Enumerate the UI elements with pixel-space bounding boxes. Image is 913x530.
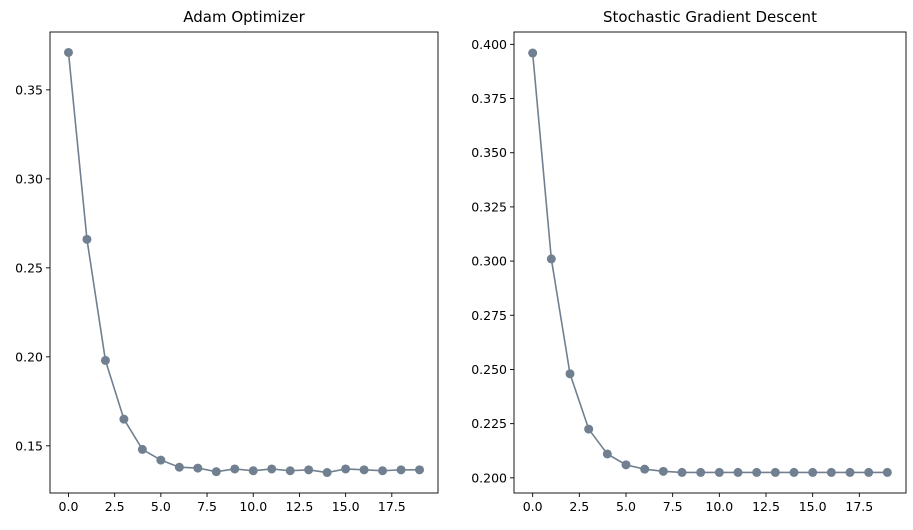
data-point: [267, 464, 277, 474]
y-axis-ticks: 0.15 0.20 0.25 0.30 0.35: [15, 82, 50, 453]
x-tick-label: 5.0: [151, 499, 171, 514]
x-tick-label: 15.0: [332, 499, 360, 514]
series-line: [67, 52, 420, 474]
data-point: [752, 467, 762, 477]
data-point: [322, 468, 332, 478]
chart-title: Stochastic Gradient Descent: [603, 8, 817, 26]
data-point: [677, 467, 687, 477]
data-point: [359, 465, 369, 475]
x-tick-label: 2.5: [569, 499, 589, 514]
y-tick-label: 0.225: [471, 416, 507, 431]
data-point: [789, 467, 799, 477]
data-point: [621, 460, 631, 470]
data-point: [174, 462, 184, 472]
data-point: [658, 466, 668, 476]
data-point: [546, 254, 556, 264]
data-point: [584, 424, 594, 434]
x-tick-label: 12.5: [286, 499, 314, 514]
x-tick-label: 2.5: [105, 499, 125, 514]
data-point: [211, 467, 221, 477]
x-tick-label: 7.5: [663, 499, 683, 514]
y-tick-label: 0.200: [471, 470, 507, 485]
y-tick-label: 0.275: [471, 308, 507, 323]
data-point: [602, 449, 612, 459]
data-point: [565, 369, 575, 379]
data-point: [864, 467, 874, 477]
y-tick-label: 0.15: [15, 438, 43, 453]
x-tick-label: 17.5: [845, 499, 873, 514]
x-tick-label: 15.0: [799, 499, 827, 514]
x-axis-ticks: 0.0 2.5 5.0 7.5 10.0 12.5 15.0 17.5: [59, 493, 406, 514]
panel-adam: Adam Optimizer 0.15 0.20 0.25 0.30 0.35 0.0 2…: [15, 8, 439, 514]
data-point: [378, 466, 388, 476]
data-point: [396, 465, 406, 475]
data-point: [304, 465, 314, 475]
series-line: [531, 52, 888, 474]
data-point: [528, 48, 538, 58]
y-tick-label: 0.400: [471, 37, 507, 52]
data-point: [341, 464, 351, 474]
axes-frame: [49, 31, 439, 494]
data-point: [63, 47, 73, 57]
chart-title: Adam Optimizer: [183, 8, 305, 26]
data-point: [248, 466, 258, 476]
data-point: [137, 444, 147, 454]
data-point: [230, 464, 240, 474]
y-tick-label: 0.20: [15, 349, 43, 364]
data-point: [696, 467, 706, 477]
x-tick-label: 5.0: [616, 499, 636, 514]
data-point: [845, 467, 855, 477]
y-tick-label: 0.325: [471, 199, 507, 214]
y-tick-label: 0.300: [471, 254, 507, 269]
data-point: [285, 466, 295, 476]
y-tick-label: 0.250: [471, 362, 507, 377]
y-tick-label: 0.25: [15, 260, 43, 275]
y-axis-ticks: 0.200 0.225 0.250 0.275 0.300 0.325 0.350 0.375…: [471, 37, 514, 485]
data-point: [100, 355, 110, 365]
y-tick-label: 0.375: [471, 91, 507, 106]
x-tick-label: 0.0: [523, 499, 543, 514]
data-point: [119, 414, 129, 424]
data-point: [826, 467, 836, 477]
panel-sgd: Stochastic Gradient Descent 0.2000.2250.…: [471, 8, 907, 514]
x-tick-label: 17.5: [378, 499, 406, 514]
data-point: [156, 455, 166, 465]
plot-area: [528, 48, 892, 477]
plot-area: [63, 47, 425, 478]
data-point: [882, 467, 892, 477]
data-point: [82, 234, 92, 244]
x-tick-label: 7.5: [197, 499, 217, 514]
axes-frame: [513, 31, 907, 494]
data-point: [193, 463, 203, 473]
y-tick-label: 0.35: [15, 82, 43, 97]
data-point: [640, 464, 650, 474]
y-tick-label: 0.350: [471, 145, 507, 160]
y-tick-label: 0.30: [15, 171, 43, 186]
data-point: [415, 465, 425, 475]
x-tick-label: 0.0: [59, 499, 79, 514]
x-tick-label: 10.0: [705, 499, 733, 514]
data-point: [733, 467, 743, 477]
data-point: [770, 467, 780, 477]
data-point: [714, 467, 724, 477]
x-tick-label: 10.0: [239, 499, 267, 514]
data-point: [808, 467, 818, 477]
x-axis-ticks: 0.0 2.5 5.0 7.5 10.0 12.5 15.0 17.5: [523, 493, 873, 514]
x-tick-label: 12.5: [752, 499, 780, 514]
